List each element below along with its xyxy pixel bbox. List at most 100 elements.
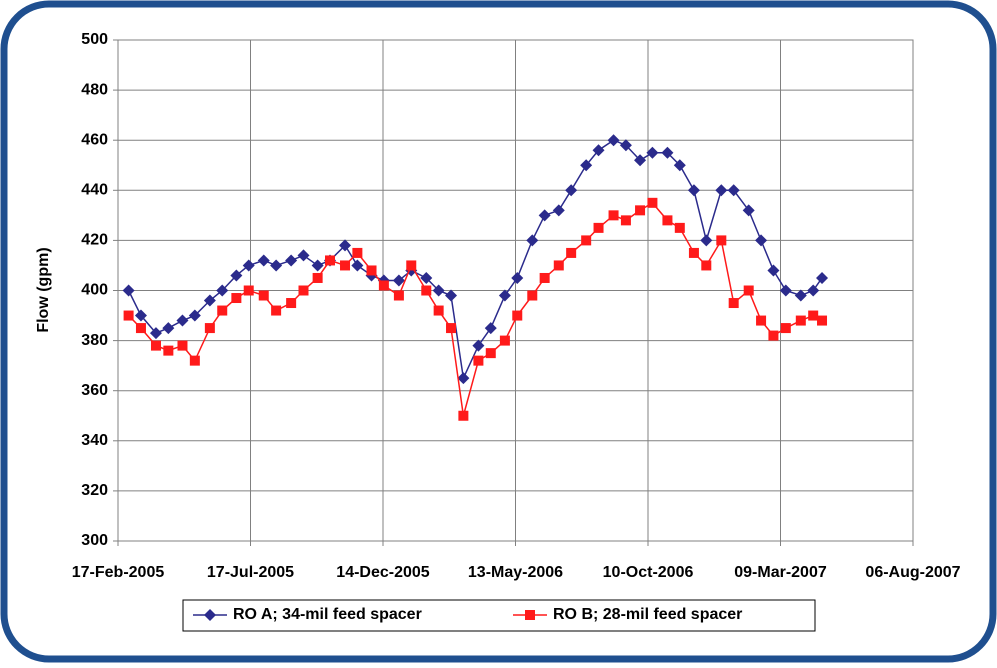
legend-label: RO B; 28-mil feed spacer xyxy=(553,606,742,623)
marker xyxy=(539,272,550,283)
marker xyxy=(780,323,791,334)
marker xyxy=(393,290,404,301)
marker xyxy=(270,259,283,272)
marker xyxy=(608,210,619,221)
marker xyxy=(242,259,255,272)
marker xyxy=(352,247,363,258)
marker xyxy=(673,159,686,172)
marker xyxy=(257,254,270,267)
y-tick-label: 440 xyxy=(81,182,108,199)
marker xyxy=(123,310,134,321)
marker xyxy=(188,309,201,322)
marker xyxy=(807,284,820,297)
marker xyxy=(511,271,524,284)
y-tick-label: 500 xyxy=(81,31,108,48)
marker xyxy=(366,265,377,276)
marker xyxy=(566,247,577,258)
marker xyxy=(817,315,828,326)
marker xyxy=(230,269,243,282)
marker xyxy=(795,315,806,326)
y-tick-label: 420 xyxy=(81,232,108,249)
x-tick-label: 17-Feb-2005 xyxy=(72,564,165,581)
marker xyxy=(634,154,647,167)
marker xyxy=(700,234,713,247)
marker xyxy=(189,355,200,366)
marker xyxy=(311,259,324,272)
marker xyxy=(340,260,351,271)
marker xyxy=(484,322,497,335)
x-tick-label: 09-Mar-2007 xyxy=(734,564,827,581)
marker xyxy=(445,289,458,302)
marker xyxy=(716,235,727,246)
marker xyxy=(150,340,161,351)
marker xyxy=(177,340,188,351)
y-tick-label: 320 xyxy=(81,482,108,499)
marker xyxy=(661,146,674,159)
marker xyxy=(472,339,485,352)
marker xyxy=(433,305,444,316)
y-tick-label: 380 xyxy=(81,332,108,349)
marker xyxy=(485,348,496,359)
marker xyxy=(779,284,792,297)
marker xyxy=(538,209,551,222)
marker xyxy=(378,280,389,291)
marker xyxy=(607,134,620,147)
y-axis-label: Flow (gpm) xyxy=(35,247,52,332)
marker xyxy=(351,259,364,272)
marker xyxy=(432,284,445,297)
marker xyxy=(204,323,215,334)
x-tick-label: 06-Aug-2007 xyxy=(865,564,960,581)
y-tick-label: 480 xyxy=(81,81,108,98)
marker xyxy=(458,410,469,421)
marker xyxy=(512,310,523,321)
marker xyxy=(204,609,216,621)
marker xyxy=(592,144,605,157)
marker xyxy=(203,294,216,307)
marker xyxy=(163,345,174,356)
marker xyxy=(688,247,699,258)
marker xyxy=(767,264,780,277)
marker xyxy=(525,610,535,620)
marker xyxy=(635,205,646,216)
marker xyxy=(473,355,484,366)
marker xyxy=(325,255,335,266)
marker xyxy=(768,330,779,341)
marker xyxy=(498,289,511,302)
marker xyxy=(553,260,564,271)
legend-box xyxy=(182,599,816,632)
marker xyxy=(231,293,242,304)
marker xyxy=(620,215,631,226)
marker xyxy=(794,289,807,302)
marker xyxy=(134,309,147,322)
marker xyxy=(271,305,282,316)
x-tick-label: 14-Dec-2005 xyxy=(336,564,430,581)
y-tick-label: 360 xyxy=(81,382,108,399)
marker xyxy=(756,315,767,326)
marker xyxy=(457,372,470,385)
marker xyxy=(816,271,829,284)
marker xyxy=(339,239,352,252)
marker xyxy=(258,290,269,301)
marker xyxy=(674,222,685,233)
y-tick-label: 340 xyxy=(81,432,108,449)
x-tick-label: 13-May-2006 xyxy=(468,564,563,581)
marker xyxy=(755,234,768,247)
marker xyxy=(565,184,578,197)
marker xyxy=(297,249,310,262)
x-tick-label: 10-Oct-2006 xyxy=(603,564,694,581)
marker xyxy=(593,222,604,233)
marker xyxy=(122,284,135,297)
marker xyxy=(728,298,739,309)
y-tick-label: 400 xyxy=(81,282,108,299)
marker xyxy=(662,215,673,226)
marker xyxy=(135,323,146,334)
marker xyxy=(619,139,632,152)
marker xyxy=(727,184,740,197)
marker xyxy=(286,298,297,309)
marker xyxy=(581,235,592,246)
marker xyxy=(312,272,323,283)
marker xyxy=(499,335,510,346)
legend-label: RO A; 34-mil feed spacer xyxy=(233,606,422,623)
marker xyxy=(392,274,405,287)
